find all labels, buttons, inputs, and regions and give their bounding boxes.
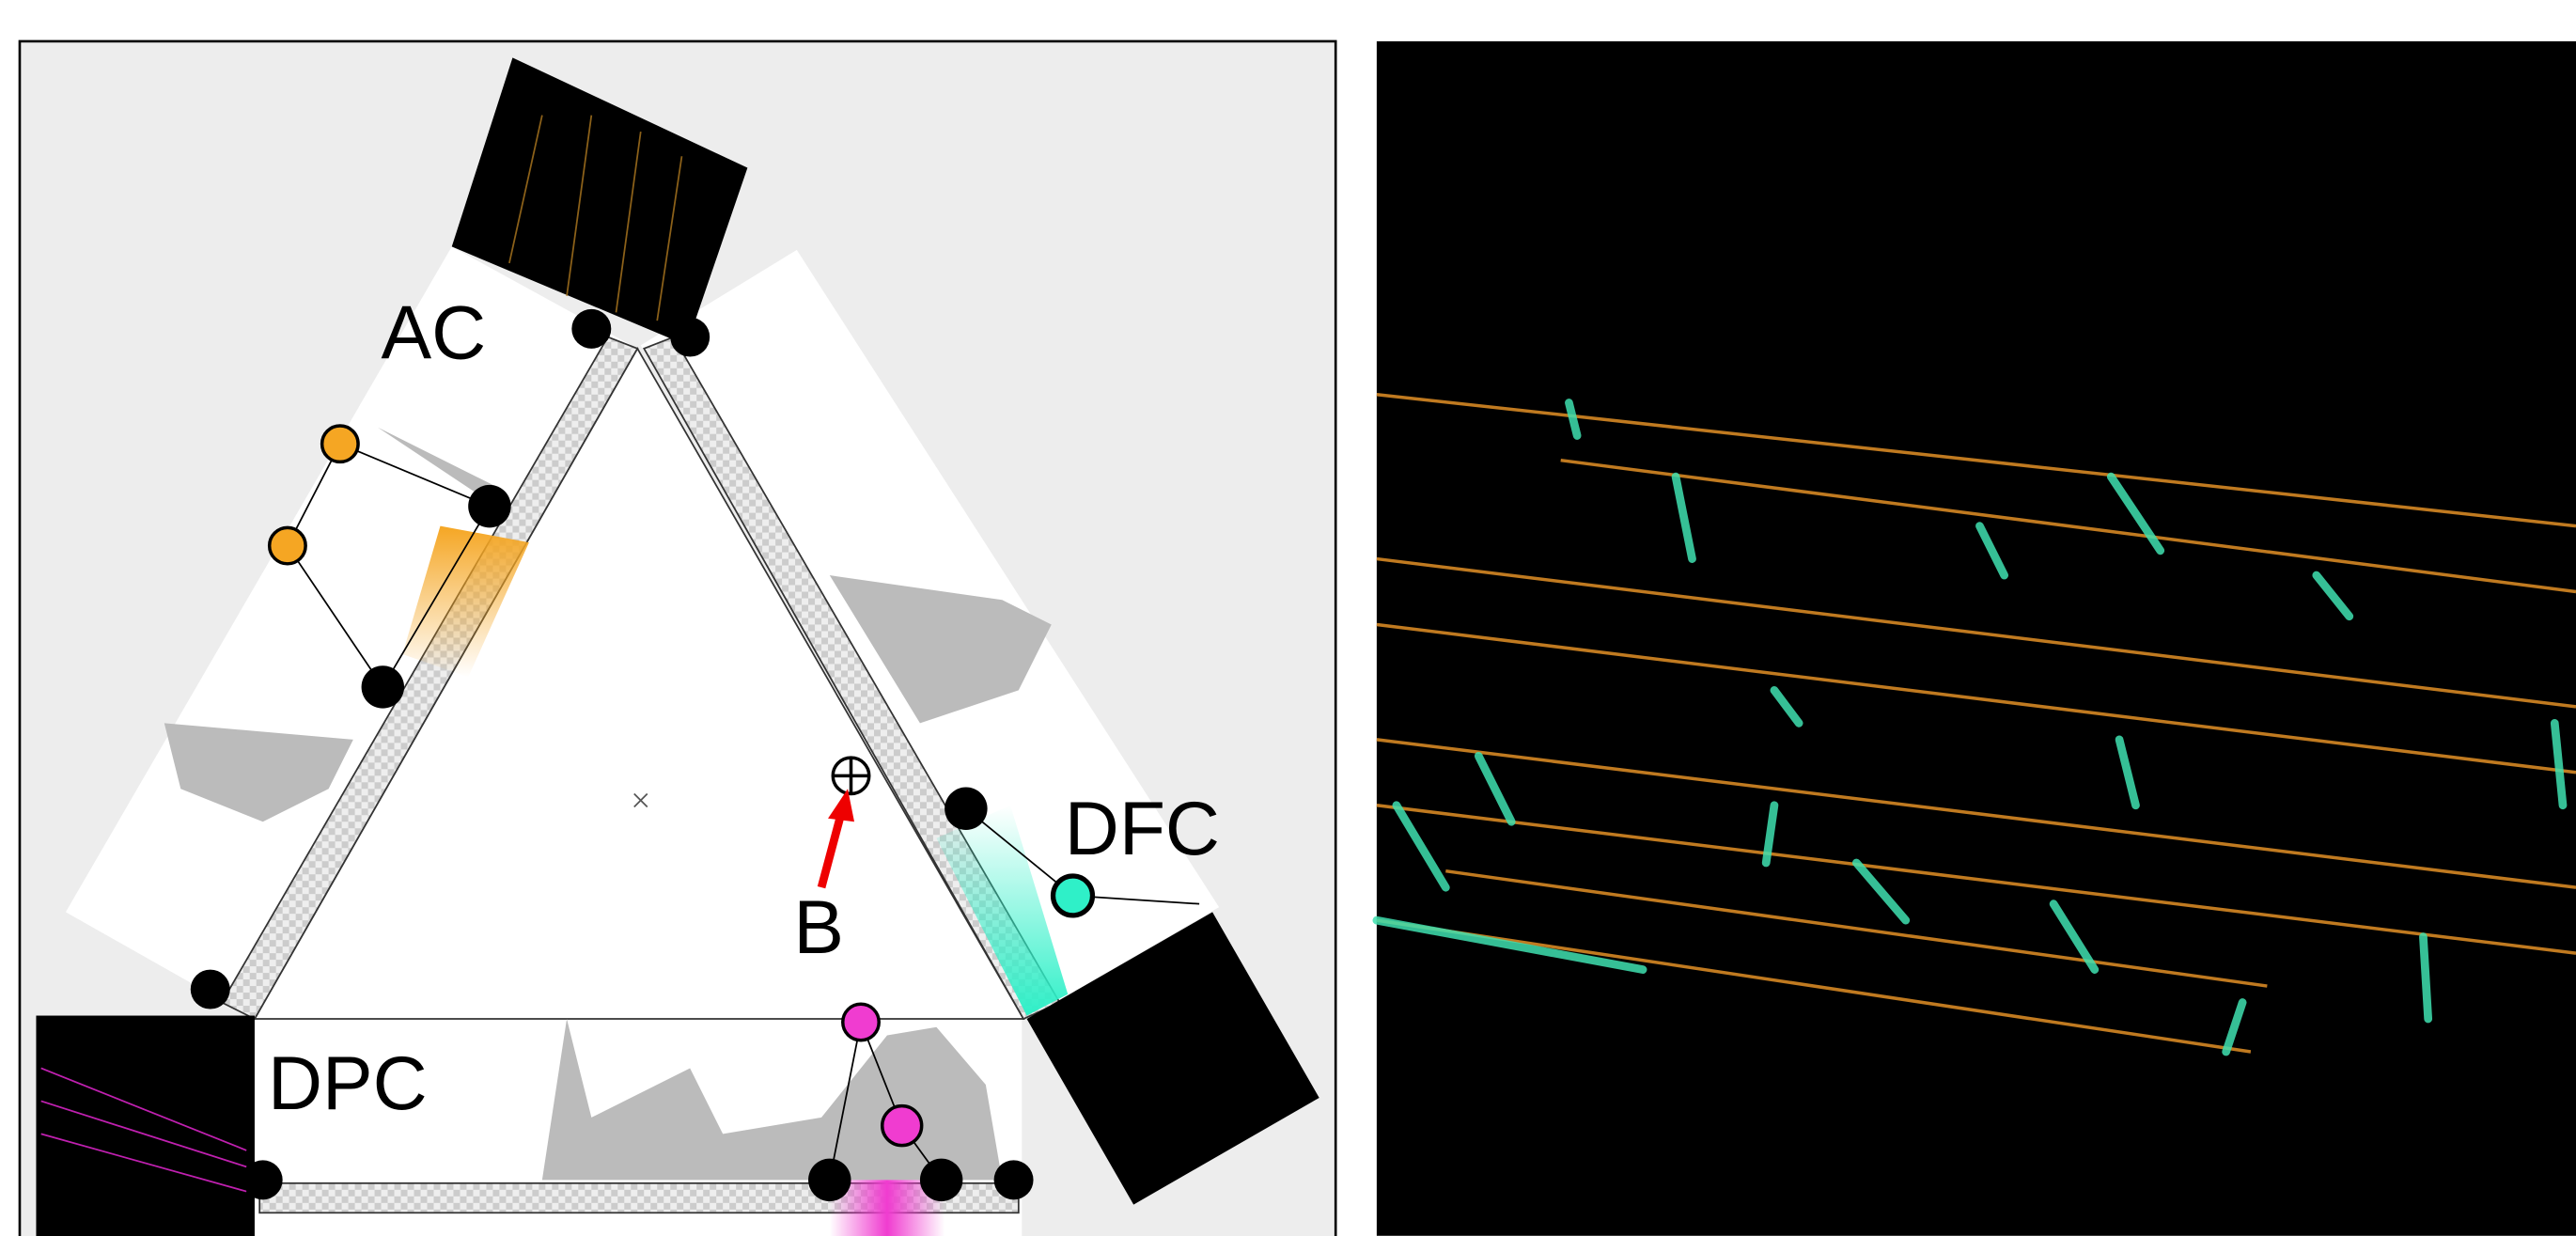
label-b: B	[793, 885, 844, 970]
page: {"labels": {"ac": "AC", "dfc": "DFC", "d…	[0, 0, 2576, 1236]
ternary-panel[interactable]: AC DFC DPC B	[20, 41, 1335, 1236]
render-view[interactable]	[1377, 41, 2576, 1236]
screenshot: AC DFC DPC B	[0, 0, 2576, 1236]
label-ac: AC	[382, 290, 487, 375]
label-dpc: DPC	[268, 1041, 428, 1126]
label-dfc: DFC	[1065, 787, 1220, 871]
